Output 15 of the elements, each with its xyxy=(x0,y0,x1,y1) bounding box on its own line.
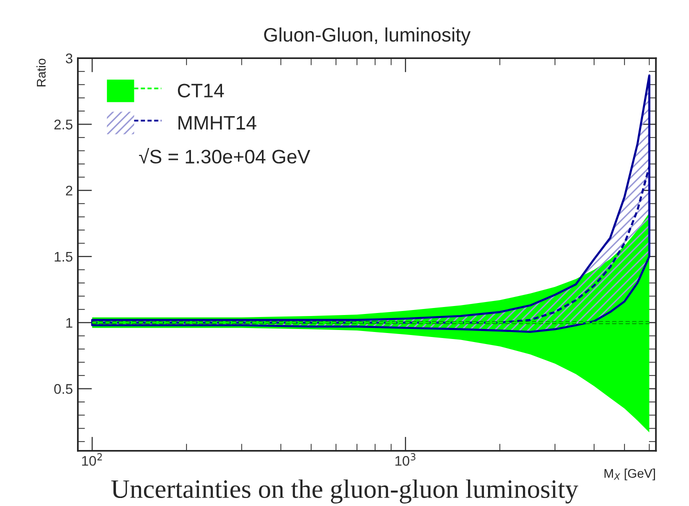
text: Uncertainties on the gluon-gluon luminosity xyxy=(111,479,578,504)
y-tick-label: 2 xyxy=(66,186,72,196)
y-tick-label: 2.5 xyxy=(54,120,72,130)
y-tick-label: 0.5 xyxy=(54,384,72,394)
y-tick-label: 1.5 xyxy=(54,252,72,262)
legend-label: MMHT14 xyxy=(178,116,256,130)
y-axis-title: Ratio xyxy=(36,58,46,86)
chart-title: Gluon-Gluon, luminosity xyxy=(264,27,471,46)
x-tick-label: 10$^{2}$ xyxy=(82,453,102,466)
legend-label: CT14 xyxy=(178,84,224,98)
x-axis-title: M$_{X}$ [GeV] xyxy=(604,468,655,480)
x-tick-label: 10$^{3}$ xyxy=(395,453,416,466)
y-tick-label: 1 xyxy=(66,318,72,328)
annotation: √S = 1.30e+04 GeV xyxy=(139,148,310,164)
y-tick-label: 3 xyxy=(66,54,72,64)
